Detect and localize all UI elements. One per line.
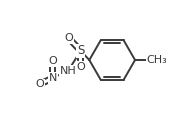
Text: NH: NH — [60, 66, 77, 76]
Text: O: O — [49, 56, 57, 66]
Text: O: O — [76, 62, 85, 72]
Text: CH₃: CH₃ — [146, 55, 167, 65]
Text: O: O — [65, 33, 73, 43]
Text: N: N — [49, 73, 57, 83]
Text: S: S — [77, 44, 84, 57]
Text: O: O — [36, 79, 44, 89]
